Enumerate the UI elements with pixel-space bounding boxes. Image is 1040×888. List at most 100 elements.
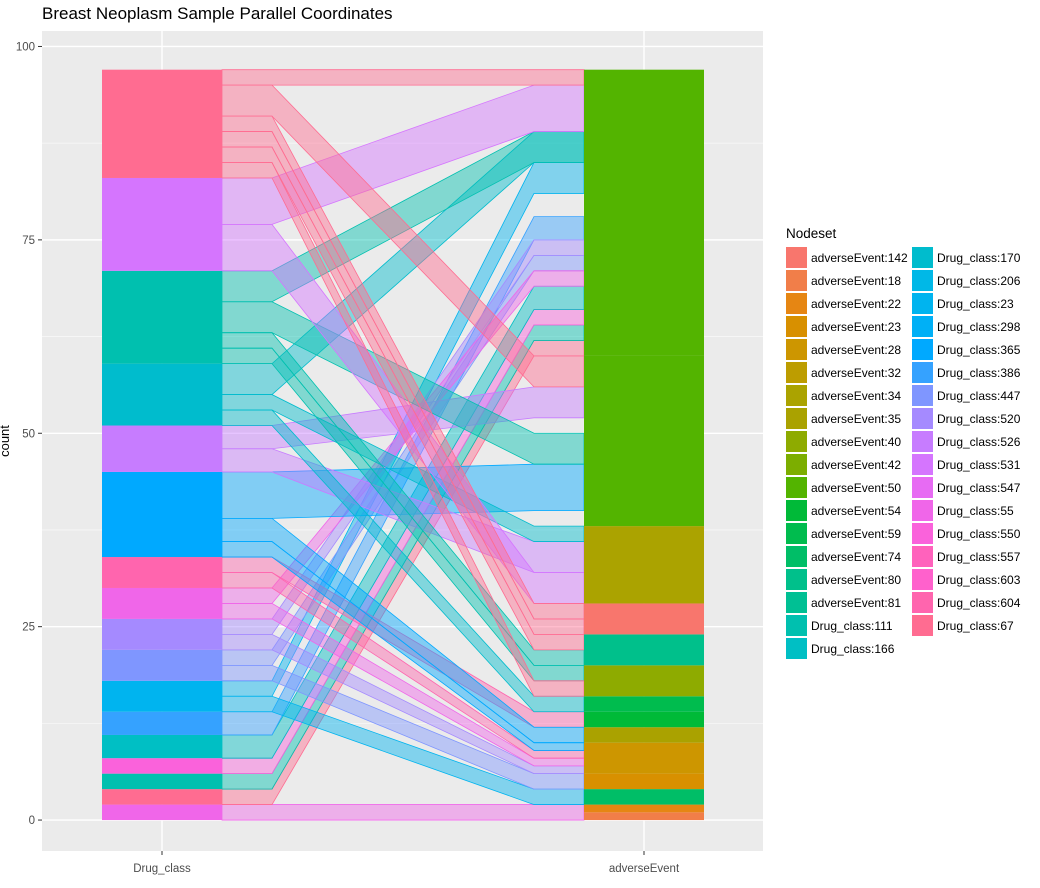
drug-class-segment (102, 649, 222, 681)
adverse-event-segment (584, 603, 704, 635)
legend-swatch (786, 477, 807, 498)
drug-class-segment (102, 471, 222, 558)
adverse-event-segment (584, 812, 704, 821)
legend-swatch (912, 385, 933, 406)
legend-swatch (786, 362, 807, 383)
legend-item: adverseEvent:18 (786, 269, 912, 292)
legend-swatch (912, 316, 933, 337)
adverse-event-segment (584, 526, 704, 604)
legend-label: Drug_class:111 (811, 618, 893, 633)
legend-swatch (786, 638, 807, 659)
legend-label: adverseEvent:50 (811, 480, 902, 495)
legend-label: Drug_class:298 (937, 319, 1021, 334)
legend-label: adverseEvent:81 (811, 595, 902, 610)
legend-swatch (786, 408, 807, 429)
legend-label: Drug_class:170 (937, 250, 1021, 265)
legend-swatch (786, 615, 807, 636)
legend-swatch (912, 477, 933, 498)
legend-swatch (912, 523, 933, 544)
legend-label: Drug_class:531 (937, 457, 1021, 472)
legend-item: Drug_class:166 (786, 637, 912, 660)
legend-label: adverseEvent:74 (811, 549, 902, 564)
legend-label: Drug_class:166 (811, 641, 895, 656)
legend-swatch (912, 362, 933, 383)
legend-label: Drug_class:526 (937, 434, 1021, 449)
legend-item: Drug_class:531 (912, 453, 1038, 476)
legend-label: adverseEvent:142 (811, 250, 908, 265)
drug-class-segment (102, 789, 222, 805)
legend-label: Drug_class:550 (937, 526, 1021, 541)
legend-label: Drug_class:447 (937, 388, 1021, 403)
drug-class-segment (102, 804, 222, 821)
drug-class-segment (102, 758, 222, 774)
legend-swatch (912, 592, 933, 613)
drug-class-segment (102, 363, 222, 426)
legend-item: adverseEvent:50 (786, 476, 912, 499)
chart-title: Breast Neoplasm Sample Parallel Coordina… (42, 4, 393, 23)
legend-item: adverseEvent:54 (786, 499, 912, 522)
legend-item: Drug_class:67 (912, 614, 1038, 637)
y-axis-title: count (0, 425, 12, 457)
legend: Nodeset adverseEvent:142 adverseEvent:18 a… (786, 226, 1038, 660)
legend-label: Drug_class:23 (937, 296, 1014, 311)
adverse-event-segment (584, 804, 704, 813)
legend-item: Drug_class:550 (912, 522, 1038, 545)
ribbons (221, 69, 585, 821)
adverse-event-segment (584, 711, 704, 728)
adverse-event-segment (584, 665, 704, 697)
adverse-event-segment (584, 634, 704, 666)
legend-swatch (786, 316, 807, 337)
legend-item: Drug_class:206 (912, 269, 1038, 292)
legend-label: adverseEvent:28 (811, 342, 902, 357)
legend-swatch (912, 615, 933, 636)
legend-item: Drug_class:111 (786, 614, 912, 637)
legend-label: adverseEvent:42 (811, 457, 902, 472)
drug-class-segment (102, 734, 222, 759)
legend-item: adverseEvent:74 (786, 545, 912, 568)
legend-item: Drug_class:447 (912, 384, 1038, 407)
legend-swatch (912, 270, 933, 291)
legend-item: Drug_class:170 (912, 246, 1038, 269)
legend-label: Drug_class:603 (937, 572, 1021, 587)
drug-class-segment (102, 680, 222, 712)
legend-swatch (786, 270, 807, 291)
y-tick-label: 25 (22, 622, 35, 634)
legend-label: Drug_class:67 (937, 618, 1014, 633)
legend-swatch (912, 247, 933, 268)
legend-item: Drug_class:526 (912, 430, 1038, 453)
legend-swatch (786, 385, 807, 406)
legend-swatch (786, 523, 807, 544)
legend-swatch (786, 431, 807, 452)
legend-item: Drug_class:604 (912, 591, 1038, 614)
legend-item: Drug_class:23 (912, 292, 1038, 315)
legend-item: adverseEvent:32 (786, 361, 912, 384)
adverse-event-segment (584, 696, 704, 712)
drug-class-segment (102, 557, 222, 588)
legend-column-2: Drug_class:170 Drug_class:206 Drug_class:2… (912, 246, 1038, 660)
legend-column-1: adverseEvent:142 adverseEvent:18 adverseEv… (786, 246, 912, 660)
legend-item: adverseEvent:142 (786, 246, 912, 269)
legend-swatch (912, 431, 933, 452)
adverse-event-segment (584, 69, 704, 356)
legend-item: Drug_class:298 (912, 315, 1038, 338)
legend-item: adverseEvent:81 (786, 591, 912, 614)
legend-swatch (912, 408, 933, 429)
legend-label: adverseEvent:80 (811, 572, 902, 587)
drug-class-segment (102, 711, 222, 735)
adverse-event-segment (584, 742, 704, 774)
x-tick-label: Drug_class (133, 863, 191, 875)
legend-item: adverseEvent:28 (786, 338, 912, 361)
legend-swatch (786, 339, 807, 360)
legend-swatch (912, 500, 933, 521)
adverse-event-segment (584, 727, 704, 743)
legend-label: Drug_class:547 (937, 480, 1021, 495)
tick-labels: 0 25 50 75 100 Drug_class adverseEvent (16, 41, 680, 875)
legend-item: adverseEvent:80 (786, 568, 912, 591)
ribbon (221, 69, 585, 86)
legend-swatch (786, 293, 807, 314)
drug-class-segment (102, 425, 222, 472)
legend-label: adverseEvent:18 (811, 273, 902, 288)
legend-label: adverseEvent:54 (811, 503, 902, 518)
legend-item: Drug_class:603 (912, 568, 1038, 591)
